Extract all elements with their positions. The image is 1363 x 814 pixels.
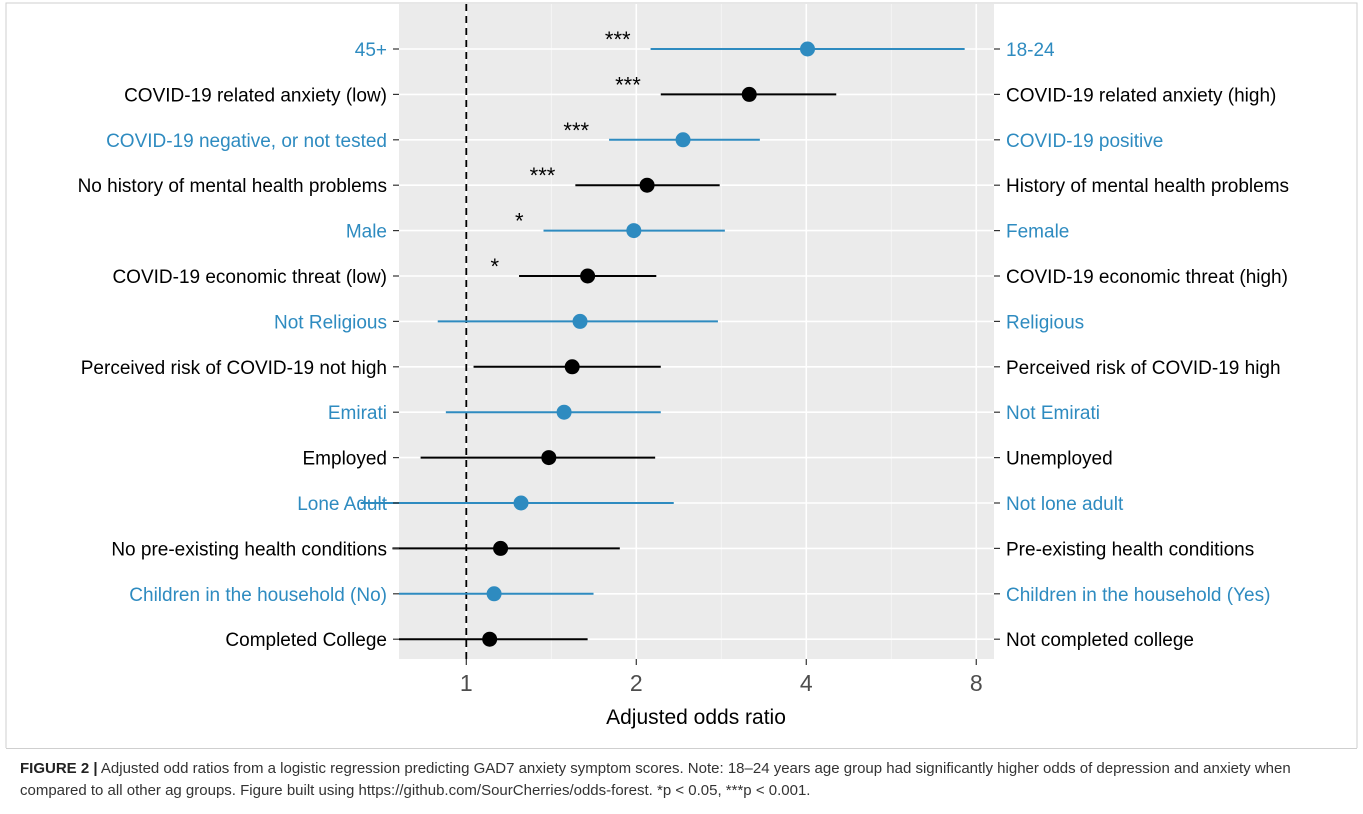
y-left-label: Lone Adult [297, 494, 388, 515]
labels-layer: 45+ 18-24 COVID-19 related anxiety (low) CO… [78, 40, 1289, 651]
y-right-label: Female [1006, 222, 1069, 243]
caption-text: Adjusted odd ratios from a logistic regr… [20, 760, 1291, 799]
point-estimate [486, 586, 502, 602]
marks-layer: ************** [360, 27, 965, 647]
plot-panel [399, 4, 994, 659]
y-right-label: COVID-19 economic threat (high) [1006, 267, 1288, 288]
y-right-label: Pre-existing health conditions [1006, 539, 1254, 560]
point-estimate [513, 495, 529, 511]
outer-frame [5, 2, 1358, 748]
y-right-label: Not completed college [1006, 630, 1194, 651]
significance-label: *** [563, 118, 589, 143]
point-estimate [564, 359, 580, 375]
point-estimate [675, 132, 691, 148]
y-left-label: Completed College [225, 630, 387, 651]
point-estimate [493, 540, 509, 556]
y-right-label: COVID-19 positive [1006, 131, 1163, 152]
y-left-label: Not Religious [274, 312, 387, 333]
point-estimate [800, 41, 816, 57]
y-left-label: Employed [303, 449, 388, 470]
x-tick-label: 8 [970, 670, 983, 696]
y-left-label: COVID-19 economic threat (low) [112, 267, 387, 288]
y-left-label: Children in the household (No) [129, 585, 387, 606]
point-estimate [626, 223, 642, 239]
x-tick-label: 4 [800, 670, 813, 696]
significance-label: * [515, 209, 524, 234]
x-axis: 1 2 4 8 [460, 659, 983, 696]
caption-label: FIGURE 2 | [20, 760, 98, 777]
x-tick-label: 2 [630, 670, 643, 696]
significance-label: * [490, 254, 499, 279]
y-right-label: History of mental health problems [1006, 176, 1289, 197]
x-axis-title: Adjusted odds ratio [606, 706, 786, 729]
y-left-label: No history of mental health problems [78, 176, 387, 197]
y-right-label: 18-24 [1006, 40, 1055, 61]
y-left-label: 45+ [355, 40, 387, 61]
y-right-label: Unemployed [1006, 449, 1113, 470]
point-estimate [482, 631, 498, 647]
y-left-label: Perceived risk of COVID-19 not high [81, 358, 387, 379]
figure-caption: FIGURE 2 | Adjusted odd ratios from a lo… [6, 748, 1357, 810]
point-estimate [572, 313, 588, 329]
point-estimate [556, 404, 572, 420]
y-left-label: Emirati [328, 403, 387, 424]
y-right-label: Perceived risk of COVID-19 high [1006, 358, 1281, 379]
y-right-label: Children in the household (Yes) [1006, 585, 1270, 606]
significance-label: *** [615, 72, 641, 97]
y-right-label: COVID-19 related anxiety (high) [1006, 85, 1276, 106]
significance-label: *** [605, 27, 631, 52]
point-estimate [541, 450, 557, 466]
y-right-label: Not Emirati [1006, 403, 1100, 424]
significance-label: *** [530, 163, 556, 188]
y-left-label: COVID-19 related anxiety (low) [124, 85, 387, 106]
point-estimate [741, 86, 757, 102]
point-estimate [580, 268, 596, 284]
y-right-label: Religious [1006, 312, 1084, 333]
y-left-label: No pre-existing health conditions [111, 539, 387, 560]
x-tick-label: 1 [460, 670, 473, 696]
y-left-label: COVID-19 negative, or not tested [106, 131, 387, 152]
y-right-label: Not lone adult [1006, 494, 1124, 515]
y-left-label: Male [346, 222, 387, 243]
point-estimate [639, 177, 655, 193]
